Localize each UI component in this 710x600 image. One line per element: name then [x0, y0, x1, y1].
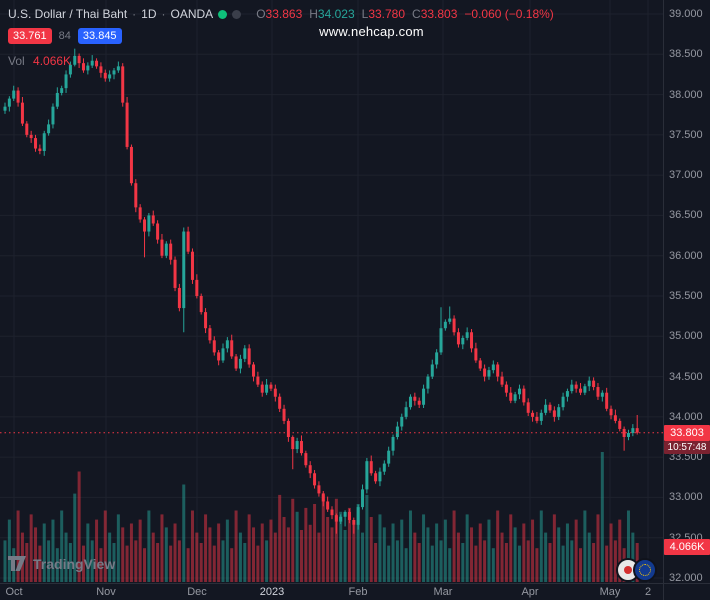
open-value: 33.863 — [265, 7, 303, 21]
close-value: 33.803 — [420, 7, 458, 21]
watermark-url: www.nehcap.com — [319, 24, 424, 39]
separator-dot: · — [161, 7, 166, 21]
low-value: 33.780 — [368, 7, 406, 21]
time-axis[interactable]: Oct Nov Dec 2023 Feb Mar Apr May 2 — [0, 583, 710, 600]
volume-label[interactable]: Vol — [8, 54, 25, 68]
symbol-name[interactable]: U.S. Dollar / Thai Baht — [8, 7, 128, 21]
close-label: C — [412, 7, 421, 21]
price-tick-label: 33.500 — [669, 451, 703, 464]
time-tick-label: 2023 — [259, 586, 285, 598]
eu-flag-icon[interactable] — [633, 558, 657, 582]
price-tick-label: 34.000 — [669, 410, 703, 423]
volume-axis-tag: 4.066K — [664, 539, 710, 555]
low-label: L — [361, 7, 369, 21]
economic-event-icons[interactable] — [616, 558, 657, 582]
open-label: O — [256, 7, 266, 21]
volume-row: Vol 4.066K — [8, 54, 554, 68]
low-price-pill[interactable]: 33.761 — [8, 28, 52, 44]
visibility-dot-icon[interactable] — [232, 9, 242, 19]
indicator-mid-value: 84 — [58, 30, 71, 42]
price-tick-label: 36.500 — [669, 209, 703, 222]
price-axis[interactable]: 39.000 38.500 38.000 37.500 37.000 36.500 36.0… — [663, 0, 710, 600]
tradingview-logo-icon — [8, 556, 26, 571]
exchange-label[interactable]: OANDA — [170, 7, 214, 21]
time-tick-label: Nov — [96, 586, 116, 598]
status-dot-icon[interactable] — [218, 9, 228, 19]
high-price-pill[interactable]: 33.845 — [77, 28, 122, 44]
countdown-tag: 10:57:48 — [664, 440, 710, 454]
indicator-row: 33.761 84 33.845 — [8, 28, 554, 44]
change-value: −0.060 (−0.18%) — [464, 7, 554, 21]
interval-label[interactable]: 1D — [141, 7, 157, 21]
high-label: H — [309, 7, 318, 21]
time-tick-label: Apr — [521, 586, 539, 598]
symbol-row: U.S. Dollar / Thai Baht · 1D · OANDA O33… — [8, 7, 554, 21]
tradingview-logo[interactable]: TradingView — [8, 555, 115, 572]
price-tick-label: 32.000 — [669, 572, 703, 584]
separator-dot: · — [132, 7, 137, 21]
price-tick-label: 36.000 — [669, 249, 703, 262]
time-tick-label: Mar — [433, 586, 453, 598]
price-tick-label: 39.000 — [669, 8, 703, 20]
legend: U.S. Dollar / Thai Baht · 1D · OANDA O33… — [8, 7, 554, 68]
tradingview-logo-text: TradingView — [33, 555, 116, 572]
high-value: 34.023 — [317, 7, 355, 21]
time-tick-label: 2 — [644, 586, 652, 598]
time-tick-label: Oct — [5, 586, 23, 598]
price-tick-label: 37.000 — [669, 169, 703, 182]
time-tick-label: Feb — [348, 586, 368, 598]
price-tick-label: 34.500 — [669, 370, 703, 383]
price-tick-label: 35.500 — [669, 290, 703, 302]
price-tick-label: 33.000 — [669, 491, 703, 504]
volume-value: 4.066K — [33, 54, 72, 68]
ohlc-values: O33.863 H34.023 L33.780 C33.803 −0.060 (… — [256, 7, 554, 21]
price-tick-label: 38.500 — [669, 48, 703, 61]
time-tick-label: May — [599, 586, 621, 598]
price-tick-label: 35.000 — [669, 330, 703, 343]
price-tick-label: 38.000 — [669, 88, 703, 101]
price-tick-label: 37.500 — [669, 128, 703, 141]
time-tick-label: Dec — [187, 586, 207, 598]
current-price-tag: 33.803 — [664, 424, 710, 441]
